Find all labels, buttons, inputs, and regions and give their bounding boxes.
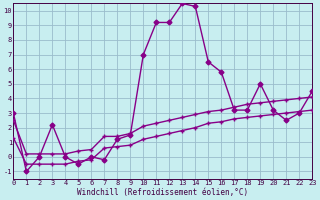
X-axis label: Windchill (Refroidissement éolien,°C): Windchill (Refroidissement éolien,°C) xyxy=(77,188,248,197)
